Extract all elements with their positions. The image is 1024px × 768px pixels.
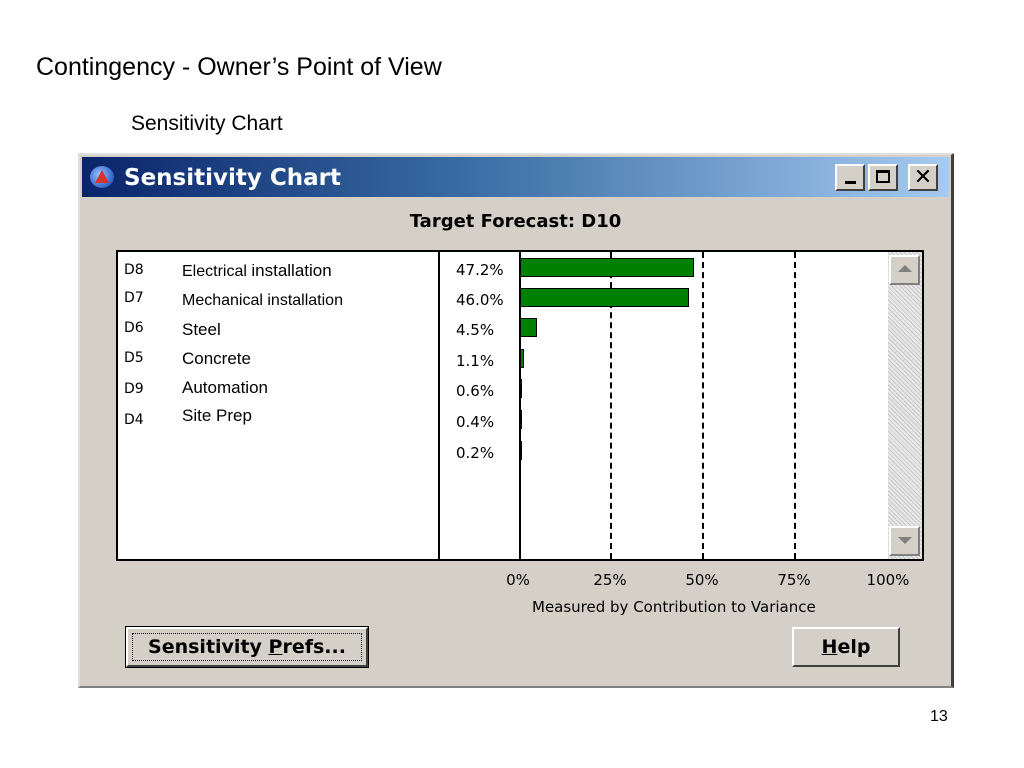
minimize-icon (845, 181, 856, 184)
variable-name: Electrical installation (182, 261, 332, 281)
percent-label: 0.2% (456, 444, 495, 462)
gridline-50 (702, 252, 704, 559)
plot-area (519, 252, 889, 559)
window-title: Sensitivity Chart (124, 165, 341, 191)
slide-subtitle: Sensitivity Chart (131, 112, 283, 135)
variable-code: D8 (124, 262, 144, 278)
variable-name: Mechanical installation (182, 292, 343, 309)
help-button[interactable]: Help (792, 627, 900, 667)
variable-code: D4 (124, 412, 144, 428)
x-tick-label: 25% (593, 571, 627, 589)
target-forecast-label: Target Forecast: D10 (409, 211, 622, 232)
variable-name-part: installation (251, 261, 332, 280)
column-divider (438, 252, 440, 559)
scroll-up-button[interactable] (889, 255, 920, 285)
percent-label: 0.4% (456, 413, 495, 431)
sensitivity-chart-panel: D8 D7 D6 D5 D9 D4 Electrical installatio… (116, 250, 924, 561)
maximize-icon (876, 170, 890, 183)
focus-rectangle (132, 633, 362, 661)
x-tick-label: 50% (685, 571, 719, 589)
sensitivity-chart-window: Sensitivity Chart ✕ Target Forecast: D10… (78, 153, 954, 688)
variable-code: D7 (124, 290, 144, 306)
slide-title: Contingency - Owner’s Point of View (36, 53, 442, 81)
page-number: 13 (930, 708, 948, 725)
percent-label: 46.0% (456, 291, 504, 309)
variable-code: D6 (124, 320, 144, 336)
x-tick-label: 0% (506, 571, 530, 589)
prefs-label-post: refs... (282, 636, 346, 658)
variable-name-part: Electrical (182, 263, 252, 280)
variable-name: Site Prep (182, 406, 252, 425)
percent-label: 4.5% (456, 321, 495, 339)
sensitivity-prefs-button[interactable]: Sensitivity Prefs... (125, 626, 369, 668)
percent-label: 1.1% (456, 352, 495, 370)
variable-code: D9 (124, 381, 144, 397)
bar (520, 349, 524, 368)
prefs-label-pre: Sensitivity (148, 636, 269, 658)
percent-label: 47.2% (456, 261, 504, 279)
variable-name: Concrete (182, 349, 251, 368)
x-tick-label: 75% (777, 571, 811, 589)
prefs-label-mnemonic: P (268, 636, 283, 658)
bar (520, 318, 537, 337)
scroll-down-arrow-icon (898, 537, 912, 544)
bar (520, 441, 522, 460)
percent-label: 0.6% (456, 382, 495, 400)
close-button[interactable]: ✕ (908, 164, 938, 191)
x-tick-label: 100% (866, 571, 910, 589)
maximize-button[interactable] (868, 164, 898, 191)
variable-code: D5 (124, 350, 144, 366)
bar (520, 410, 522, 429)
close-icon: ✕ (913, 165, 933, 190)
x-axis-label: Measured by Contribution to Variance (532, 598, 816, 616)
variable-name: Automation (182, 378, 268, 397)
help-label-post: elp (837, 636, 871, 658)
crystal-ball-icon (90, 166, 114, 188)
scroll-up-arrow-icon (898, 265, 912, 272)
minimize-button[interactable] (835, 164, 865, 191)
vertical-scrollbar[interactable] (888, 252, 922, 559)
window-titlebar[interactable]: Sensitivity Chart ✕ (82, 157, 949, 197)
variable-name: Steel (182, 320, 221, 339)
bar (520, 288, 689, 307)
gridline-25 (610, 252, 612, 559)
bar (520, 258, 694, 277)
help-label-mnemonic: H (821, 636, 838, 658)
bar (520, 379, 522, 398)
zero-axis-line (519, 252, 521, 559)
scroll-down-button[interactable] (889, 526, 920, 556)
gridline-75 (794, 252, 796, 559)
